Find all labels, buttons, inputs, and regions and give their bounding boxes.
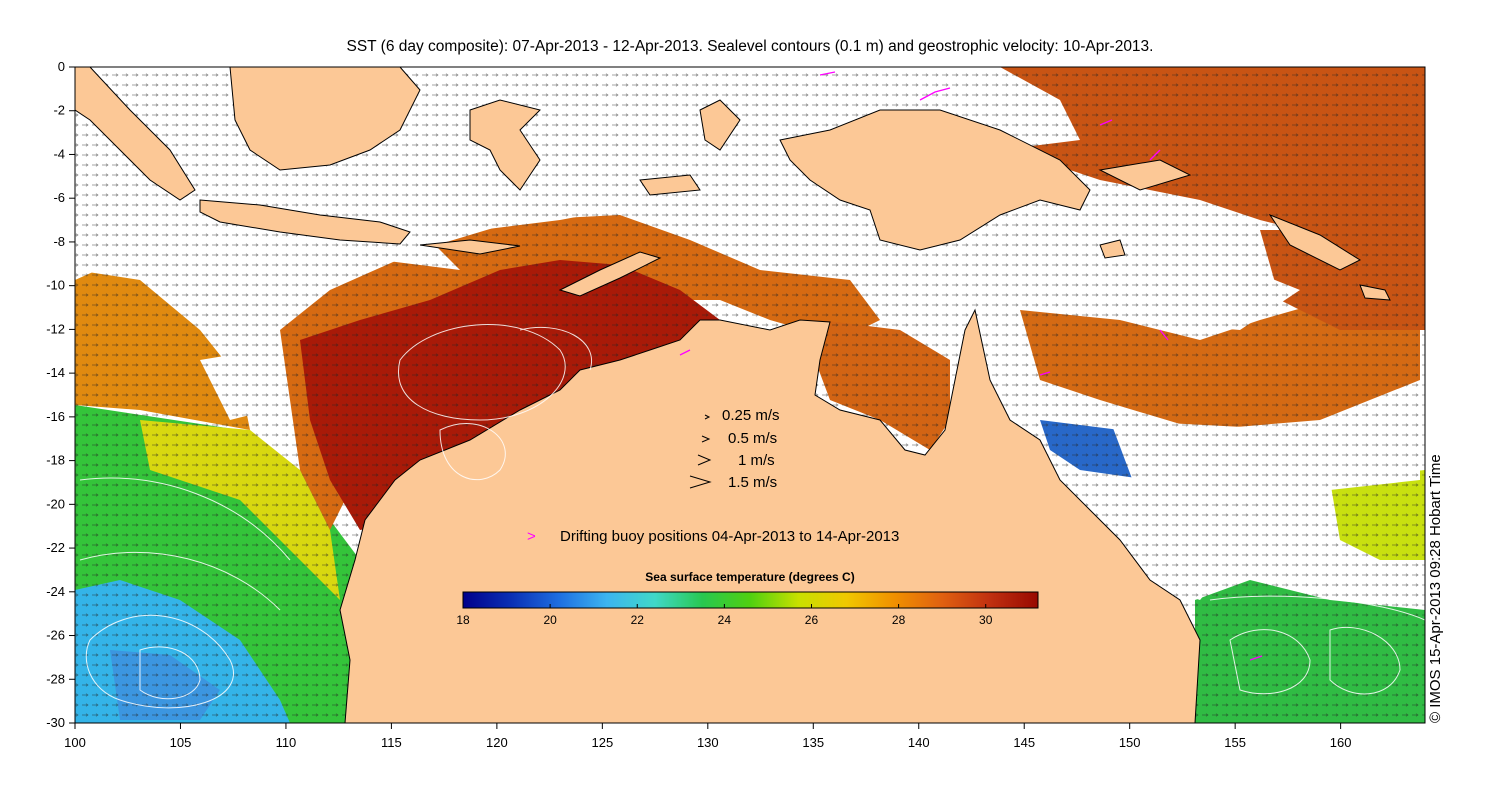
x-tick-label: 155 bbox=[1224, 735, 1246, 750]
x-tick-label: 120 bbox=[486, 735, 508, 750]
y-tick-label: -6 bbox=[53, 190, 65, 205]
y-tick-label: -12 bbox=[46, 321, 65, 336]
buoy-legend-symbol: > bbox=[527, 528, 536, 545]
new-guinea-land bbox=[779, 109, 1091, 251]
x-tick-label: 140 bbox=[908, 735, 930, 750]
imos-credit: © IMOS 15-Apr-2013 09:28 Hobart Time bbox=[1427, 454, 1444, 723]
x-tick-label: 110 bbox=[276, 735, 297, 750]
map-title: SST (6 day composite): 07-Apr-2013 - 12-… bbox=[346, 38, 1154, 55]
colorbar-tick-label: 26 bbox=[805, 613, 819, 627]
colorbar: Sea surface temperature (degrees C) 18 20… bbox=[456, 570, 1039, 627]
colorbar-tick-label: 24 bbox=[718, 613, 732, 627]
velocity-legend-0: 0.25 m/s bbox=[722, 407, 780, 424]
buoy-legend-label: Drifting buoy positions 04-Apr-2013 to 1… bbox=[560, 528, 899, 545]
map-frame bbox=[74, 66, 1426, 724]
colorbar-tick-label: 28 bbox=[892, 613, 906, 627]
x-tick-label: 130 bbox=[697, 735, 719, 750]
land-masses bbox=[75, 67, 1391, 723]
x-tick-label: 145 bbox=[1013, 735, 1035, 750]
australia-land bbox=[339, 308, 1201, 723]
y-tick-label: -10 bbox=[46, 278, 65, 293]
x-tick-label: 135 bbox=[802, 735, 824, 750]
y-tick-label: -2 bbox=[53, 103, 65, 118]
x-tick-label: 125 bbox=[591, 735, 613, 750]
colorbar-ticks: 18 20 22 24 26 28 30 bbox=[456, 604, 993, 627]
y-tick-label: -16 bbox=[46, 409, 65, 424]
y-tick-label: -8 bbox=[53, 234, 65, 249]
colorbar-tick-label: 20 bbox=[543, 613, 557, 627]
y-axis: 0 -2 -4 -6 -8 -10 -12 -14 -16 -18 -20 -22 -24 -26 -28 -… bbox=[46, 59, 75, 730]
sumatra-land bbox=[75, 67, 196, 201]
y-tick-label: 0 bbox=[58, 59, 65, 74]
y-tick-label: -4 bbox=[53, 146, 65, 161]
buoy-legend: > Drifting buoy positions 04-Apr-2013 to… bbox=[527, 528, 899, 545]
sealevel-contours bbox=[79, 324, 1425, 709]
timor-land bbox=[558, 251, 662, 297]
velocity-legend-2: 1 m/s bbox=[738, 452, 775, 469]
x-axis: 100 105 110 115 120 125 130 135 140 145 150 155 160 bbox=[64, 723, 1351, 750]
y-tick-label: -30 bbox=[46, 715, 65, 730]
y-tick-label: -28 bbox=[46, 671, 65, 686]
colorbar-title: Sea surface temperature (degrees C) bbox=[645, 570, 854, 584]
x-tick-label: 105 bbox=[170, 735, 192, 750]
velocity-legend-3: 1.5 m/s bbox=[728, 474, 777, 491]
buoy-tracks bbox=[679, 71, 1263, 661]
map-area bbox=[75, 67, 1425, 723]
x-tick-label: 150 bbox=[1119, 735, 1141, 750]
y-tick-label: -18 bbox=[46, 453, 65, 468]
y-tick-label: -24 bbox=[46, 584, 65, 599]
colorbar-tick-label: 30 bbox=[979, 613, 993, 627]
colorbar-tick-label: 18 bbox=[456, 613, 470, 627]
y-tick-label: -14 bbox=[46, 365, 65, 380]
velocity-legend-1: 0.5 m/s bbox=[728, 430, 777, 447]
colorbar-tick-label: 22 bbox=[631, 613, 645, 627]
java-land bbox=[199, 199, 411, 245]
x-tick-label: 115 bbox=[381, 735, 402, 750]
colorbar-gradient bbox=[462, 591, 1039, 609]
y-tick-label: -26 bbox=[46, 628, 65, 643]
x-tick-label: 100 bbox=[64, 735, 86, 750]
x-tick-label: 160 bbox=[1330, 735, 1352, 750]
sulawesi-land bbox=[469, 99, 541, 191]
velocity-legend: 0.25 m/s 0.5 m/s 1 m/s 1.5 m/s bbox=[689, 407, 780, 491]
y-tick-label: -20 bbox=[46, 496, 65, 511]
borneo-land bbox=[229, 67, 421, 171]
y-tick-label: -22 bbox=[46, 540, 65, 555]
